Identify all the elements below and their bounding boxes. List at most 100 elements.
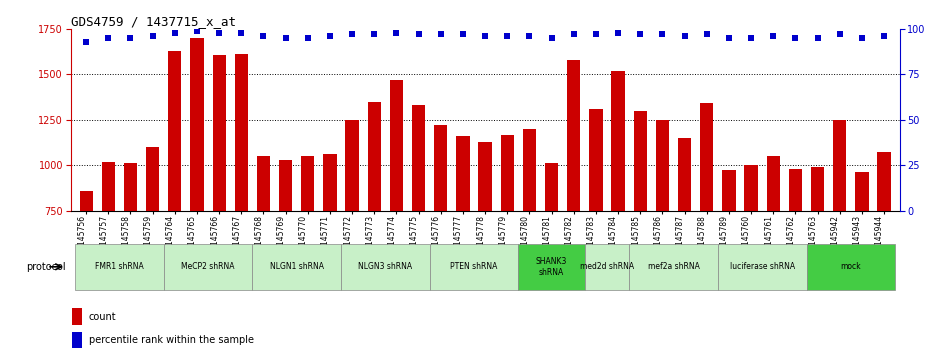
Bar — [257, 156, 270, 347]
Bar — [590, 109, 603, 347]
Point — [566, 32, 581, 37]
Text: SHANK3
shRNA: SHANK3 shRNA — [536, 257, 567, 277]
Bar — [833, 120, 847, 347]
Bar — [79, 192, 93, 347]
Bar — [73, 308, 82, 325]
Point — [322, 33, 337, 39]
Point — [633, 32, 648, 37]
Point — [766, 33, 781, 39]
Point — [433, 32, 448, 37]
Point — [522, 33, 537, 39]
Text: protocol: protocol — [26, 262, 66, 272]
Bar — [678, 138, 691, 347]
Bar — [301, 156, 315, 347]
Point — [411, 32, 426, 37]
Bar — [629, 244, 718, 290]
Bar — [723, 170, 736, 347]
Bar — [656, 120, 669, 347]
Bar — [611, 71, 625, 347]
Bar — [146, 147, 159, 347]
Point — [212, 30, 227, 36]
Bar — [788, 169, 802, 347]
Point — [655, 32, 670, 37]
Bar — [235, 54, 248, 347]
Bar — [123, 163, 138, 347]
Bar — [412, 105, 425, 347]
Point — [101, 35, 116, 41]
Bar — [855, 172, 869, 347]
Bar — [500, 135, 514, 347]
Point — [722, 35, 737, 41]
Point — [455, 32, 470, 37]
Text: FMR1 shRNA: FMR1 shRNA — [95, 262, 144, 271]
Bar — [545, 163, 559, 347]
Bar — [164, 244, 252, 290]
Point — [300, 35, 316, 41]
Bar — [767, 156, 780, 347]
Point — [699, 32, 714, 37]
Text: GDS4759 / 1437715_x_at: GDS4759 / 1437715_x_at — [71, 15, 236, 28]
Point — [478, 33, 493, 39]
Point — [788, 35, 803, 41]
Point — [877, 33, 892, 39]
Point — [589, 32, 604, 37]
Bar — [479, 142, 492, 347]
Bar — [279, 160, 292, 347]
Text: mock: mock — [840, 262, 861, 271]
Point — [366, 32, 382, 37]
Bar — [634, 111, 647, 347]
Point — [123, 35, 138, 41]
Point — [278, 35, 293, 41]
Text: NLGN1 shRNA: NLGN1 shRNA — [269, 262, 324, 271]
Bar — [367, 102, 381, 347]
Bar — [718, 244, 806, 290]
Point — [544, 35, 560, 41]
Bar — [190, 38, 203, 347]
Bar — [877, 152, 891, 347]
Bar — [700, 103, 713, 347]
Text: luciferase shRNA: luciferase shRNA — [730, 262, 795, 271]
Bar — [811, 167, 824, 347]
Point — [610, 30, 625, 36]
Bar — [390, 80, 403, 347]
Point — [500, 33, 515, 39]
Point — [234, 30, 249, 36]
Bar — [346, 120, 359, 347]
Point — [854, 35, 869, 41]
Bar — [252, 244, 341, 290]
Bar — [585, 244, 629, 290]
Text: MeCP2 shRNA: MeCP2 shRNA — [181, 262, 235, 271]
Point — [168, 30, 183, 36]
Point — [345, 32, 360, 37]
Bar — [567, 60, 580, 347]
Point — [389, 30, 404, 36]
Bar — [456, 136, 470, 347]
Bar — [806, 244, 895, 290]
Bar — [169, 51, 182, 347]
Bar — [75, 244, 164, 290]
Text: percentile rank within the sample: percentile rank within the sample — [89, 335, 253, 345]
Text: med2d shRNA: med2d shRNA — [580, 262, 634, 271]
Bar — [73, 332, 82, 348]
Bar — [518, 244, 585, 290]
Bar — [434, 125, 447, 347]
Text: mef2a shRNA: mef2a shRNA — [647, 262, 700, 271]
Bar — [323, 154, 336, 347]
Text: count: count — [89, 312, 117, 322]
Point — [832, 32, 847, 37]
Bar — [430, 244, 518, 290]
Point — [78, 39, 93, 45]
Bar — [102, 162, 115, 347]
Bar — [744, 165, 757, 347]
Text: NLGN3 shRNA: NLGN3 shRNA — [358, 262, 413, 271]
Text: PTEN shRNA: PTEN shRNA — [450, 262, 497, 271]
Point — [677, 33, 692, 39]
Bar — [523, 129, 536, 347]
Point — [256, 33, 271, 39]
Point — [189, 28, 204, 34]
Point — [743, 35, 758, 41]
Point — [145, 33, 160, 39]
Bar — [213, 55, 226, 347]
Point — [810, 35, 825, 41]
Bar — [341, 244, 430, 290]
